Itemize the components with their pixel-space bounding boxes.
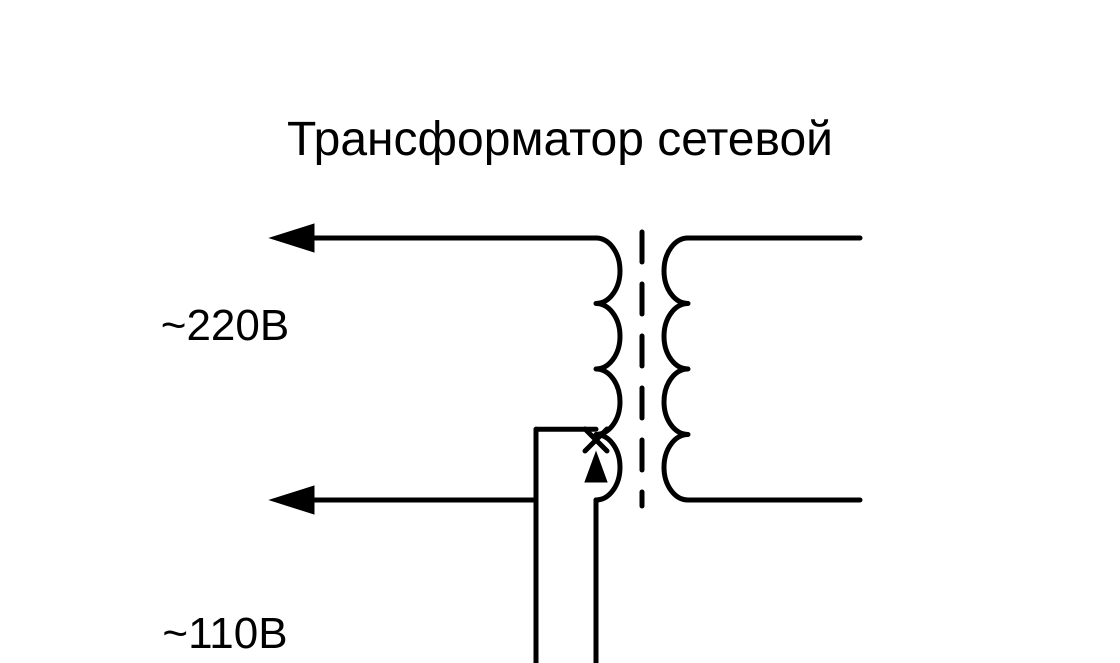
secondary-voltage-label: ~110B xyxy=(162,609,287,658)
primary-voltage-label: ~220B xyxy=(161,301,289,350)
primary-tap-wire xyxy=(296,429,536,500)
tap-pointer-arrow-icon xyxy=(585,452,607,482)
secondary-coil xyxy=(664,238,688,500)
primary-tap-arrow-icon xyxy=(270,486,314,514)
primary-top-arrow-icon xyxy=(270,224,314,252)
diagram-title: Трансформатор сетевой xyxy=(287,113,833,166)
